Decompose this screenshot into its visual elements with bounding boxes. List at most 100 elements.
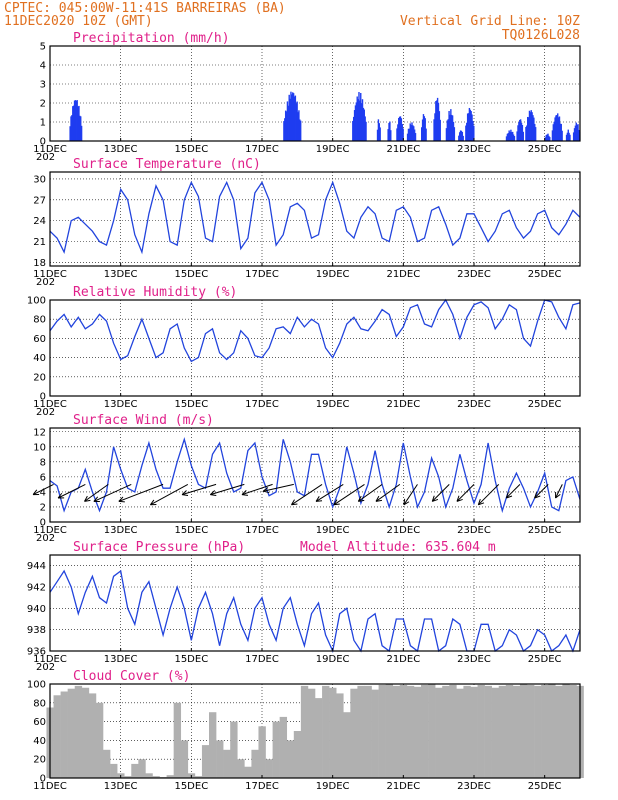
precip-bar <box>518 122 520 141</box>
precip-bar <box>547 133 549 141</box>
y-tick-label: 18 <box>33 258 46 269</box>
cloud-bar <box>336 693 344 778</box>
y-tick-label: 12 <box>33 427 46 438</box>
precip-bar <box>299 120 302 141</box>
precip-bar <box>69 126 71 141</box>
precip-bar <box>292 92 294 141</box>
precip-bar <box>508 130 510 141</box>
precip-bar <box>510 129 512 141</box>
panel-title: Cloud Cover (%) <box>73 669 190 684</box>
y-tick-label: 24 <box>33 216 46 227</box>
precip-bar <box>458 132 461 141</box>
x-tick-label: 15DEC <box>174 399 208 410</box>
wind-vector <box>555 484 563 499</box>
precip-bar <box>397 124 399 141</box>
wind-vector <box>534 484 549 499</box>
cloud-bar <box>491 687 500 778</box>
precip-bar <box>512 134 515 141</box>
cloud-bar <box>131 763 139 778</box>
y-tick-label: 6 <box>40 472 46 483</box>
cloud-bar <box>343 712 351 778</box>
y-tick-label: 8 <box>40 457 46 468</box>
precip-bar <box>353 110 356 141</box>
cloud-bar <box>244 766 252 778</box>
cloud-bar <box>512 685 521 778</box>
precip-bar <box>450 109 452 141</box>
y-tick-label: 21 <box>33 237 46 248</box>
y-tick-label: 80 <box>33 315 46 326</box>
cloud-bar <box>216 740 224 778</box>
panel-title: Surface Temperature (nC) <box>73 157 261 172</box>
cloud-bar <box>322 685 330 778</box>
x-tick-label: 13DEC <box>104 144 138 155</box>
plot-frame <box>49 45 581 142</box>
y-tick-label: 2 <box>40 502 46 513</box>
wind-vector <box>505 484 521 499</box>
precip-bar <box>421 127 423 141</box>
y-tick-label: 100 <box>27 680 46 691</box>
y-tick-label: 936 <box>27 647 46 658</box>
cloud-bar <box>456 688 464 778</box>
precip-bar <box>360 92 362 141</box>
x-year-label: 202 <box>36 152 55 163</box>
precip-bar <box>567 129 569 141</box>
precip-bar <box>511 132 513 141</box>
precip-bar <box>577 124 579 141</box>
cloud-bar <box>103 749 111 778</box>
cloud-bar <box>569 684 577 778</box>
cloud-bar <box>258 726 266 778</box>
cloud-bar <box>173 702 182 778</box>
y-tick-label: 940 <box>27 604 46 615</box>
precip-bar <box>506 133 509 141</box>
x-tick-label: 13DEC <box>104 269 138 280</box>
precip-bar <box>71 115 73 141</box>
precip-bar <box>76 100 78 141</box>
cloud-bar <box>201 745 210 778</box>
precip-bar <box>529 112 532 141</box>
y-tick-label: 40 <box>33 736 46 747</box>
y-tick-label: 0 <box>40 392 46 403</box>
precip-bar <box>362 107 365 141</box>
cloud-bar <box>541 684 549 778</box>
cloud-bar <box>364 685 372 778</box>
precip-bar <box>80 125 83 141</box>
precip-bar <box>447 119 449 141</box>
cloud-bar <box>307 688 316 778</box>
precip-bar <box>411 122 413 141</box>
precip-bar <box>505 136 508 141</box>
precip-bar <box>73 100 76 141</box>
precip-bar <box>448 110 450 141</box>
x-tick-label: 17DEC <box>245 781 279 792</box>
precip-bar <box>466 122 468 141</box>
panel-title: Surface Pressure (hPa) <box>73 540 245 555</box>
precip-bar <box>561 130 563 141</box>
wind-vector <box>357 483 383 502</box>
wind-vector <box>477 484 500 506</box>
precip-bar <box>296 101 298 141</box>
precip-bar <box>80 116 82 141</box>
precip-bar <box>572 132 575 141</box>
precip-bar <box>78 105 80 141</box>
precip-bar <box>406 133 409 141</box>
wind-vector <box>181 483 217 497</box>
x-tick-label: 19DEC <box>316 144 350 155</box>
precip-bar <box>573 128 576 141</box>
precip-bar <box>379 127 381 141</box>
cloud-bar <box>251 749 259 778</box>
precip-bar <box>412 125 414 141</box>
precip-bar <box>552 124 555 141</box>
precip-bar <box>576 124 578 141</box>
x-tick-label: 15DEC <box>174 654 208 665</box>
x-year-label: 202 <box>36 533 55 544</box>
x-tick-label: 23DEC <box>457 781 491 792</box>
x-tick-label: 25DEC <box>528 144 562 155</box>
cloud-bar <box>74 685 83 778</box>
cloud-bar <box>534 685 542 778</box>
y-tick-label: 944 <box>27 561 46 572</box>
x-tick-label: 11DEC <box>33 144 67 155</box>
precip-bar <box>425 128 427 141</box>
precip-bar <box>534 127 537 141</box>
wind-vector <box>262 483 294 494</box>
precip-bar <box>460 130 463 141</box>
x-tick-label: 21DEC <box>386 269 420 280</box>
